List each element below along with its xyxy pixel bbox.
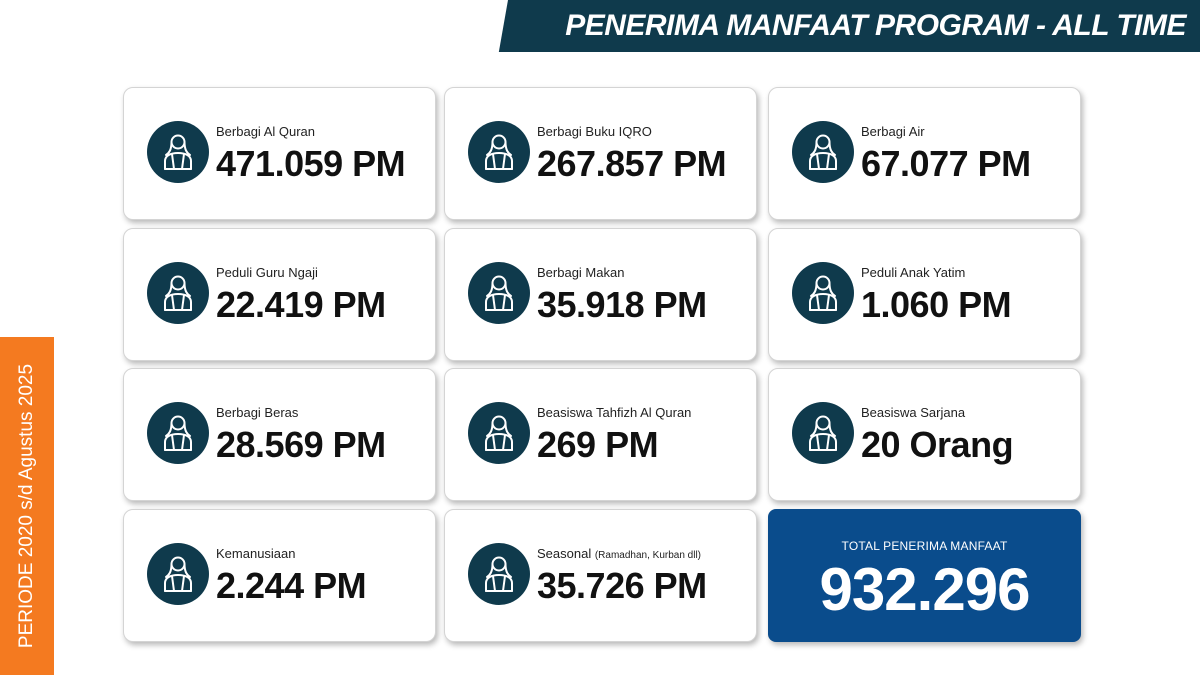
card-label: Beasiswa Tahfizh Al Quran [537,405,691,420]
person-icon [468,121,530,183]
program-card: Berbagi Al Quran 471.059 PM [123,87,436,220]
card-label-text: Beasiswa Tahfizh Al Quran [537,405,692,420]
program-card: Kemanusiaan 2.244 PM [123,509,436,642]
card-value: 2.244 PM [216,565,367,606]
person-icon [147,121,209,183]
card-label: Berbagi Makan [537,265,624,280]
card-label-text: Beasiswa Sarjana [861,405,966,420]
card-label-text: Peduli Anak Yatim [861,265,966,280]
card-label-text: Berbagi Makan [537,265,625,280]
total-value: 932.296 [819,556,1031,623]
card-value: 28.569 PM [216,424,386,465]
card-value: 35.726 PM [537,565,707,606]
card-label: Berbagi Beras [216,405,298,420]
program-card: Berbagi Air 67.077 PM [768,87,1081,220]
card-value: 269 PM [537,424,659,465]
person-icon [147,262,209,324]
card-label: Peduli Guru Ngaji [216,265,318,280]
person-icon [792,402,854,464]
card-label: Kemanusiaan [216,546,296,561]
program-card: Beasiswa Tahfizh Al Quran 269 PM [444,368,757,501]
person-icon [468,402,530,464]
card-label: Seasonal (Ramadhan, Kurban dll) [537,546,701,561]
card-value: 67.077 PM [861,143,1031,184]
program-card: Berbagi Makan 35.918 PM [444,228,757,361]
card-value: 20 Orang [861,424,1014,465]
card-label-text: Seasonal [537,546,592,561]
card-value: 471.059 PM [216,143,406,184]
card-label-text: Berbagi Al Quran [216,124,316,139]
period-text: PERIODE 2020 s/d Agustus 2025 [16,363,37,649]
program-card: Berbagi Beras 28.569 PM [123,368,436,501]
card-label-text: Kemanusiaan [216,546,296,561]
program-card: Peduli Guru Ngaji 22.419 PM [123,228,436,361]
total-label: TOTAL PENERIMA MANFAAT [841,539,1008,553]
card-value: 267.857 PM [537,143,727,184]
person-icon [792,121,854,183]
program-card: Beasiswa Sarjana 20 Orang [768,368,1081,501]
person-icon [468,543,530,605]
total-card: TOTAL PENERIMA MANFAAT 932.296 [768,509,1081,642]
card-sublabel: (Ramadhan, Kurban dll) [594,550,702,561]
card-label: Berbagi Air [861,124,925,139]
person-icon [468,262,530,324]
card-label: Peduli Anak Yatim [861,265,965,280]
card-label-text: Berbagi Air [861,124,925,139]
program-card: Berbagi Buku IQRO 267.857 PM [444,87,757,220]
card-label: Beasiswa Sarjana [861,405,965,420]
card-label-text: Berbagi Beras [216,405,299,420]
program-card: Peduli Anak Yatim 1.060 PM [768,228,1081,361]
card-value: 1.060 PM [861,284,1012,325]
card-value: 35.918 PM [537,284,707,325]
card-label-text: Peduli Guru Ngaji [216,265,318,280]
person-icon [792,262,854,324]
person-icon [147,402,209,464]
period-bar [0,337,54,675]
card-label: Berbagi Al Quran [216,124,315,139]
card-label-text: Berbagi Buku IQRO [537,124,652,139]
card-label: Berbagi Buku IQRO [537,124,652,139]
page-title: PENERIMA MANFAAT PROGRAM - ALL TIME [565,9,1186,42]
program-card: Seasonal (Ramadhan, Kurban dll) 35.726 PM [444,509,757,642]
person-icon [147,543,209,605]
card-value: 22.419 PM [216,284,386,325]
